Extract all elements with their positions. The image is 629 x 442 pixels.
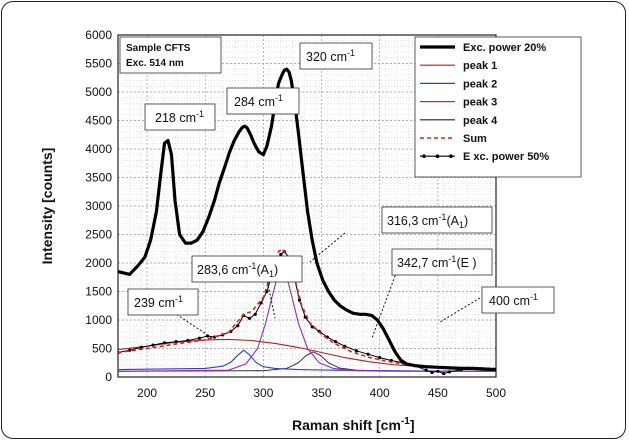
legend-label-sum: Sum bbox=[463, 133, 487, 145]
legend-label-peak1: peak 1 bbox=[463, 60, 497, 72]
y-tick-label: 4500 bbox=[85, 114, 112, 128]
series-line-exc20 bbox=[118, 67, 496, 372]
legend: Exc. power 20% peak 1 peak 2 peak 3 peak 4 Su… bbox=[414, 36, 582, 178]
svg-text:239 cm-1: 239 cm-1 bbox=[134, 294, 183, 310]
legend-label-peak3: peak 3 bbox=[463, 97, 497, 109]
data-point-exc50 bbox=[174, 340, 178, 344]
annotation-400: 400 cm-1 bbox=[481, 286, 555, 314]
data-point-exc50 bbox=[430, 370, 434, 375]
legend-marker-exc50 bbox=[435, 154, 440, 158]
annotation-342: 342,7 cm-1(E ) bbox=[391, 248, 493, 276]
legend-marker-exc50 bbox=[449, 154, 453, 158]
x-tick-label: 500 bbox=[486, 386, 506, 400]
y-axis-title: Intensity [counts] bbox=[39, 148, 55, 265]
annotation-316: 316,3 cm-1(A1) bbox=[381, 206, 493, 234]
svg-text:284 cm-1: 284 cm-1 bbox=[234, 93, 283, 109]
legend-label-exc20: Exc. power 20% bbox=[463, 42, 546, 54]
y-tick-label: 500 bbox=[92, 342, 112, 356]
data-point-exc50 bbox=[436, 369, 440, 373]
svg-text:320 cm-1: 320 cm-1 bbox=[306, 48, 355, 64]
svg-text:342,7 cm-1(E ): 342,7 cm-1(E ) bbox=[397, 254, 477, 270]
y-tick-label: 3500 bbox=[85, 171, 112, 185]
data-point-exc50 bbox=[197, 336, 202, 340]
x-tick-label: 250 bbox=[195, 386, 215, 400]
data-point-exc50 bbox=[162, 341, 167, 345]
data-point-exc50 bbox=[354, 349, 359, 353]
svg-text:283,6 cm-1(A1): 283,6 cm-1(A1) bbox=[197, 261, 278, 279]
data-point-exc50 bbox=[151, 343, 155, 347]
data-point-exc50 bbox=[366, 352, 370, 356]
x-tick-label: 350 bbox=[312, 386, 332, 400]
y-tick-label: 5000 bbox=[85, 85, 112, 99]
data-point-exc50 bbox=[186, 338, 190, 343]
y-tick-label: 1500 bbox=[85, 285, 112, 299]
y-tick-label: 0 bbox=[105, 370, 112, 384]
data-point-exc50 bbox=[247, 316, 252, 320]
data-point-exc50 bbox=[236, 324, 240, 328]
svg-text:316,3 cm-1(A1): 316,3 cm-1(A1) bbox=[387, 212, 468, 230]
svg-text:400 cm-1: 400 cm-1 bbox=[489, 292, 538, 308]
data-point-exc50 bbox=[253, 312, 257, 316]
y-tick-label: 6000 bbox=[85, 28, 112, 42]
svg-text:218 cm-1: 218 cm-1 bbox=[155, 109, 204, 125]
legend-label-exc50: E xc. power 50% bbox=[463, 151, 549, 163]
data-point-exc50 bbox=[139, 345, 143, 349]
y-tick-label: 3000 bbox=[85, 199, 112, 213]
plot-border bbox=[117, 34, 497, 378]
annotation-239: 239 cm-1 bbox=[127, 288, 199, 316]
y-tick-label: 1000 bbox=[85, 313, 112, 327]
annotation-218: 218 cm-1 bbox=[144, 103, 216, 131]
x-axis-title: Raman shift [cm-1] bbox=[292, 416, 415, 433]
data-point-exc50 bbox=[378, 356, 382, 360]
legend-label-peak4: peak 4 bbox=[463, 115, 498, 127]
annotations: 218 cm-1 284 cm-1 320 cm-1 316,3 cm-1(A1… bbox=[127, 42, 555, 339]
info-excitation: Exc. 514 nm bbox=[126, 58, 184, 69]
data-point-exc50 bbox=[447, 370, 452, 374]
y-tick-label: 2000 bbox=[85, 256, 112, 270]
series-line-sum bbox=[118, 248, 496, 370]
annotation-320: 320 cm-1 bbox=[299, 42, 373, 70]
data-point-exc50 bbox=[343, 344, 347, 348]
tick-labels: 200 250 300 350 400 450 5000500100015002000250… bbox=[85, 28, 506, 400]
y-tick-label: 5500 bbox=[85, 57, 112, 71]
data-point-exc50 bbox=[442, 371, 446, 376]
data-point-exc50 bbox=[279, 252, 283, 257]
legend-marker-exc50 bbox=[422, 154, 426, 158]
info-box: Sample CFTS Exc. 514 nm bbox=[119, 36, 222, 74]
info-sample: Sample CFTS bbox=[126, 43, 191, 54]
y-tick-label: 4000 bbox=[85, 142, 112, 156]
annotation-284: 284 cm-1 bbox=[226, 87, 300, 115]
legend-label-peak2: peak 2 bbox=[463, 78, 497, 90]
data-point-exc50 bbox=[310, 325, 314, 329]
data-point-exc50 bbox=[333, 340, 338, 344]
x-tick-label: 400 bbox=[370, 386, 390, 400]
x-tick-label: 200 bbox=[137, 386, 157, 400]
annotation-283: 283,6 cm-1(A1) bbox=[191, 255, 303, 283]
x-tick-label: 300 bbox=[253, 386, 273, 400]
x-tick-label: 450 bbox=[428, 386, 448, 400]
data-point-exc50 bbox=[424, 368, 428, 372]
y-tick-label: 2500 bbox=[85, 228, 112, 242]
